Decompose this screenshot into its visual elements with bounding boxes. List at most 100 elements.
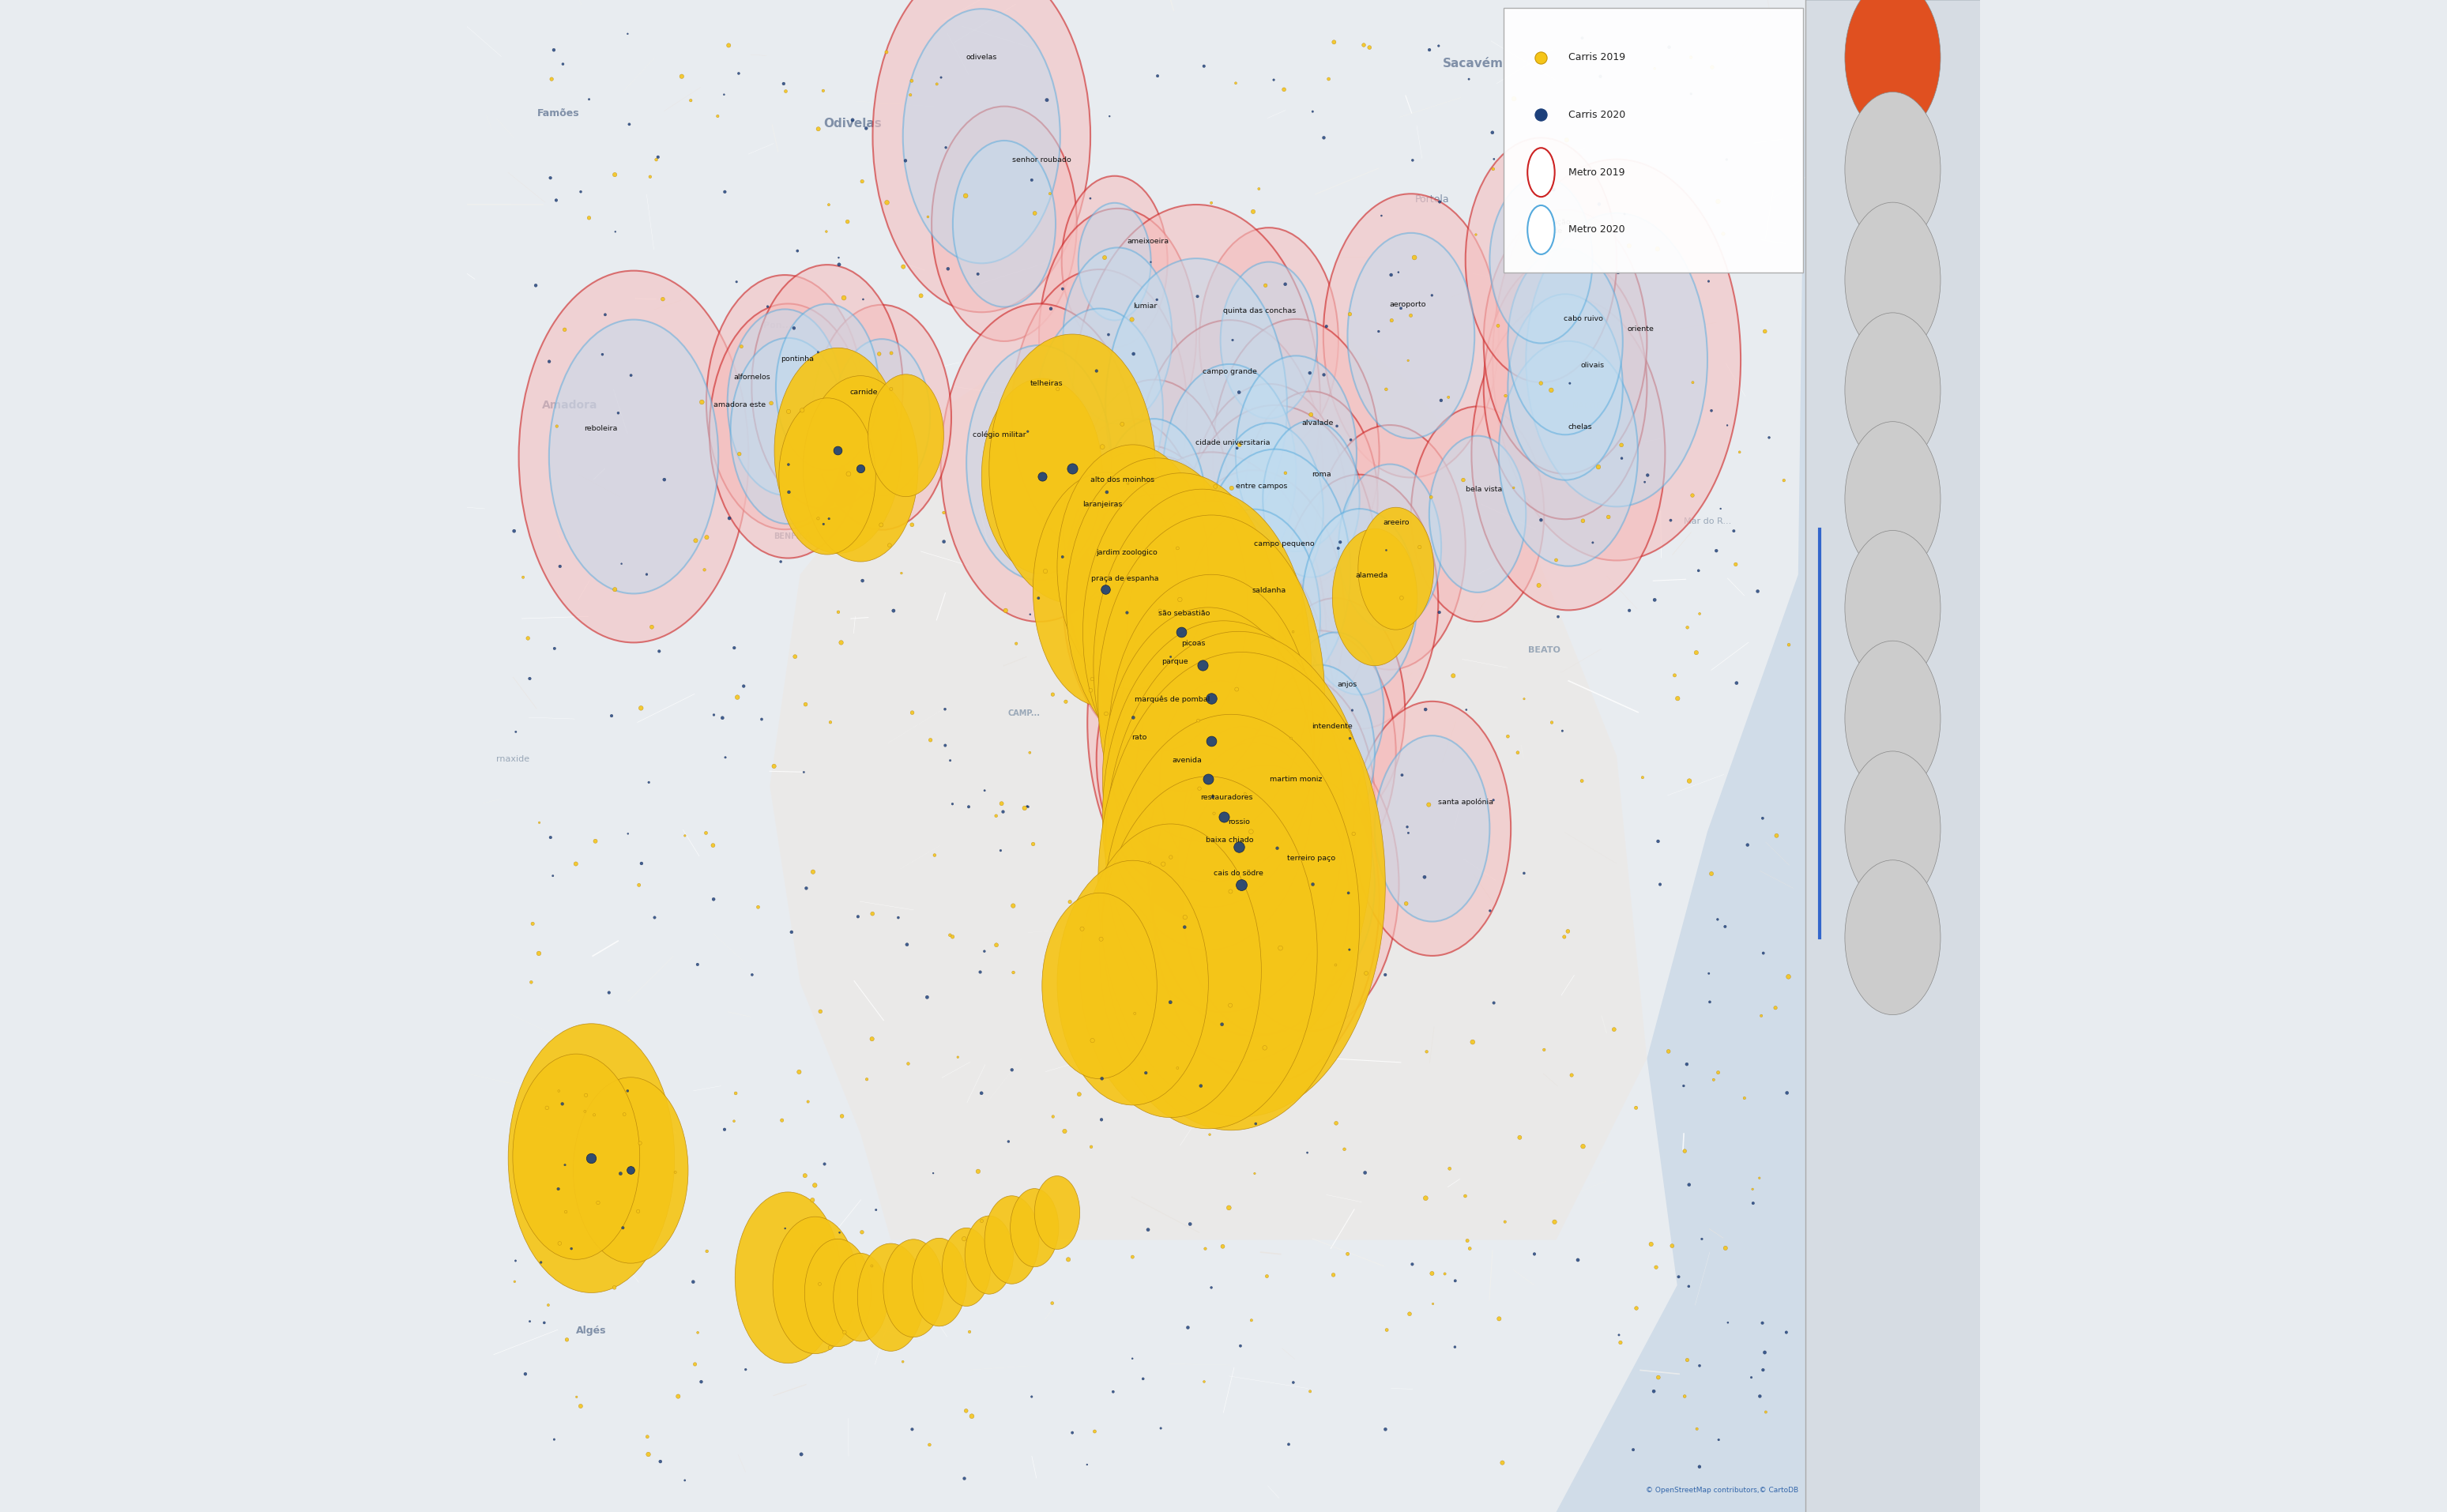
Ellipse shape bbox=[984, 1196, 1040, 1284]
Point bbox=[695, 888, 734, 912]
Point bbox=[710, 507, 749, 531]
Ellipse shape bbox=[1145, 596, 1253, 771]
Point bbox=[693, 833, 732, 857]
Point bbox=[1498, 741, 1537, 765]
Point bbox=[1495, 476, 1534, 500]
Point bbox=[529, 1293, 568, 1317]
Point bbox=[1757, 996, 1796, 1021]
Point bbox=[1324, 1137, 1363, 1161]
Ellipse shape bbox=[1490, 177, 1593, 343]
Point bbox=[1113, 1347, 1153, 1371]
Point bbox=[1669, 615, 1708, 640]
Point bbox=[1050, 889, 1089, 913]
Point bbox=[541, 1231, 580, 1255]
Point bbox=[1674, 484, 1713, 508]
Point bbox=[1343, 33, 1383, 57]
Text: são sebastião: são sebastião bbox=[1157, 609, 1209, 617]
Point bbox=[1547, 129, 1586, 153]
Ellipse shape bbox=[1189, 384, 1348, 638]
Ellipse shape bbox=[1214, 423, 1324, 599]
Ellipse shape bbox=[1197, 736, 1329, 951]
Point bbox=[1639, 829, 1679, 853]
Ellipse shape bbox=[1104, 608, 1314, 950]
Point bbox=[722, 334, 761, 358]
Point bbox=[1737, 579, 1777, 603]
Text: colégio militar: colégio militar bbox=[974, 431, 1025, 438]
Point bbox=[1407, 1040, 1446, 1064]
Ellipse shape bbox=[834, 339, 930, 496]
Point bbox=[1082, 1066, 1121, 1090]
Point bbox=[678, 953, 717, 977]
Point bbox=[1150, 845, 1189, 869]
Point bbox=[1691, 399, 1730, 423]
Point bbox=[1635, 588, 1674, 612]
Point bbox=[666, 1468, 705, 1492]
FancyBboxPatch shape bbox=[467, 0, 1806, 1512]
Point bbox=[543, 51, 582, 76]
Ellipse shape bbox=[1236, 355, 1356, 552]
Point bbox=[1116, 1001, 1155, 1025]
Point bbox=[1033, 682, 1072, 706]
Point bbox=[1189, 767, 1228, 791]
Point bbox=[1016, 201, 1055, 225]
Point bbox=[859, 342, 898, 366]
Point bbox=[1033, 1105, 1072, 1129]
Point bbox=[1077, 358, 1116, 383]
Point bbox=[1013, 1385, 1052, 1409]
Point bbox=[509, 626, 548, 650]
Text: BEATO: BEATO bbox=[1527, 646, 1561, 655]
Ellipse shape bbox=[1214, 319, 1380, 588]
Ellipse shape bbox=[1121, 556, 1277, 810]
Text: Odivelas: Odivelas bbox=[825, 118, 881, 130]
Point bbox=[514, 912, 553, 936]
Point bbox=[766, 1216, 805, 1240]
Text: roma: roma bbox=[1312, 470, 1331, 478]
Point bbox=[1488, 724, 1527, 748]
Point bbox=[1524, 1037, 1564, 1061]
Point bbox=[1226, 782, 1265, 806]
Point bbox=[1216, 677, 1255, 702]
Point bbox=[1011, 602, 1050, 626]
Point bbox=[600, 401, 639, 425]
Point bbox=[781, 1060, 820, 1084]
Point bbox=[1351, 35, 1390, 59]
Point bbox=[739, 895, 778, 919]
Point bbox=[1329, 1241, 1368, 1266]
Point bbox=[1485, 1210, 1524, 1234]
Point bbox=[871, 376, 910, 401]
Ellipse shape bbox=[1177, 742, 1329, 987]
Point bbox=[1316, 1111, 1356, 1136]
Point bbox=[842, 169, 881, 194]
Ellipse shape bbox=[1143, 556, 1280, 780]
Ellipse shape bbox=[1162, 364, 1297, 579]
Point bbox=[1211, 993, 1250, 1018]
Point bbox=[524, 1311, 563, 1335]
Point bbox=[494, 1270, 533, 1294]
Point bbox=[1157, 537, 1197, 561]
Point bbox=[1390, 821, 1429, 845]
Point bbox=[1632, 1232, 1671, 1256]
Point bbox=[1664, 1074, 1703, 1098]
Point bbox=[705, 83, 744, 107]
Point bbox=[1167, 1315, 1206, 1340]
Point bbox=[1424, 1261, 1463, 1285]
Point bbox=[636, 906, 675, 930]
Point bbox=[575, 829, 614, 853]
Point bbox=[766, 79, 805, 103]
Point bbox=[949, 795, 989, 820]
Point bbox=[1449, 1229, 1488, 1253]
Point bbox=[536, 637, 575, 661]
Point bbox=[1162, 620, 1201, 644]
Point bbox=[1671, 45, 1710, 70]
Ellipse shape bbox=[1302, 510, 1417, 694]
Point bbox=[688, 821, 727, 845]
Point bbox=[993, 894, 1033, 918]
Ellipse shape bbox=[1084, 473, 1280, 791]
Ellipse shape bbox=[1099, 652, 1385, 1117]
Point bbox=[768, 452, 808, 476]
Point bbox=[1559, 1247, 1598, 1272]
Point bbox=[1637, 1255, 1676, 1279]
Point bbox=[1042, 544, 1082, 569]
Text: carnide: carnide bbox=[849, 389, 878, 396]
Text: Sacavém: Sacavém bbox=[1444, 57, 1502, 70]
